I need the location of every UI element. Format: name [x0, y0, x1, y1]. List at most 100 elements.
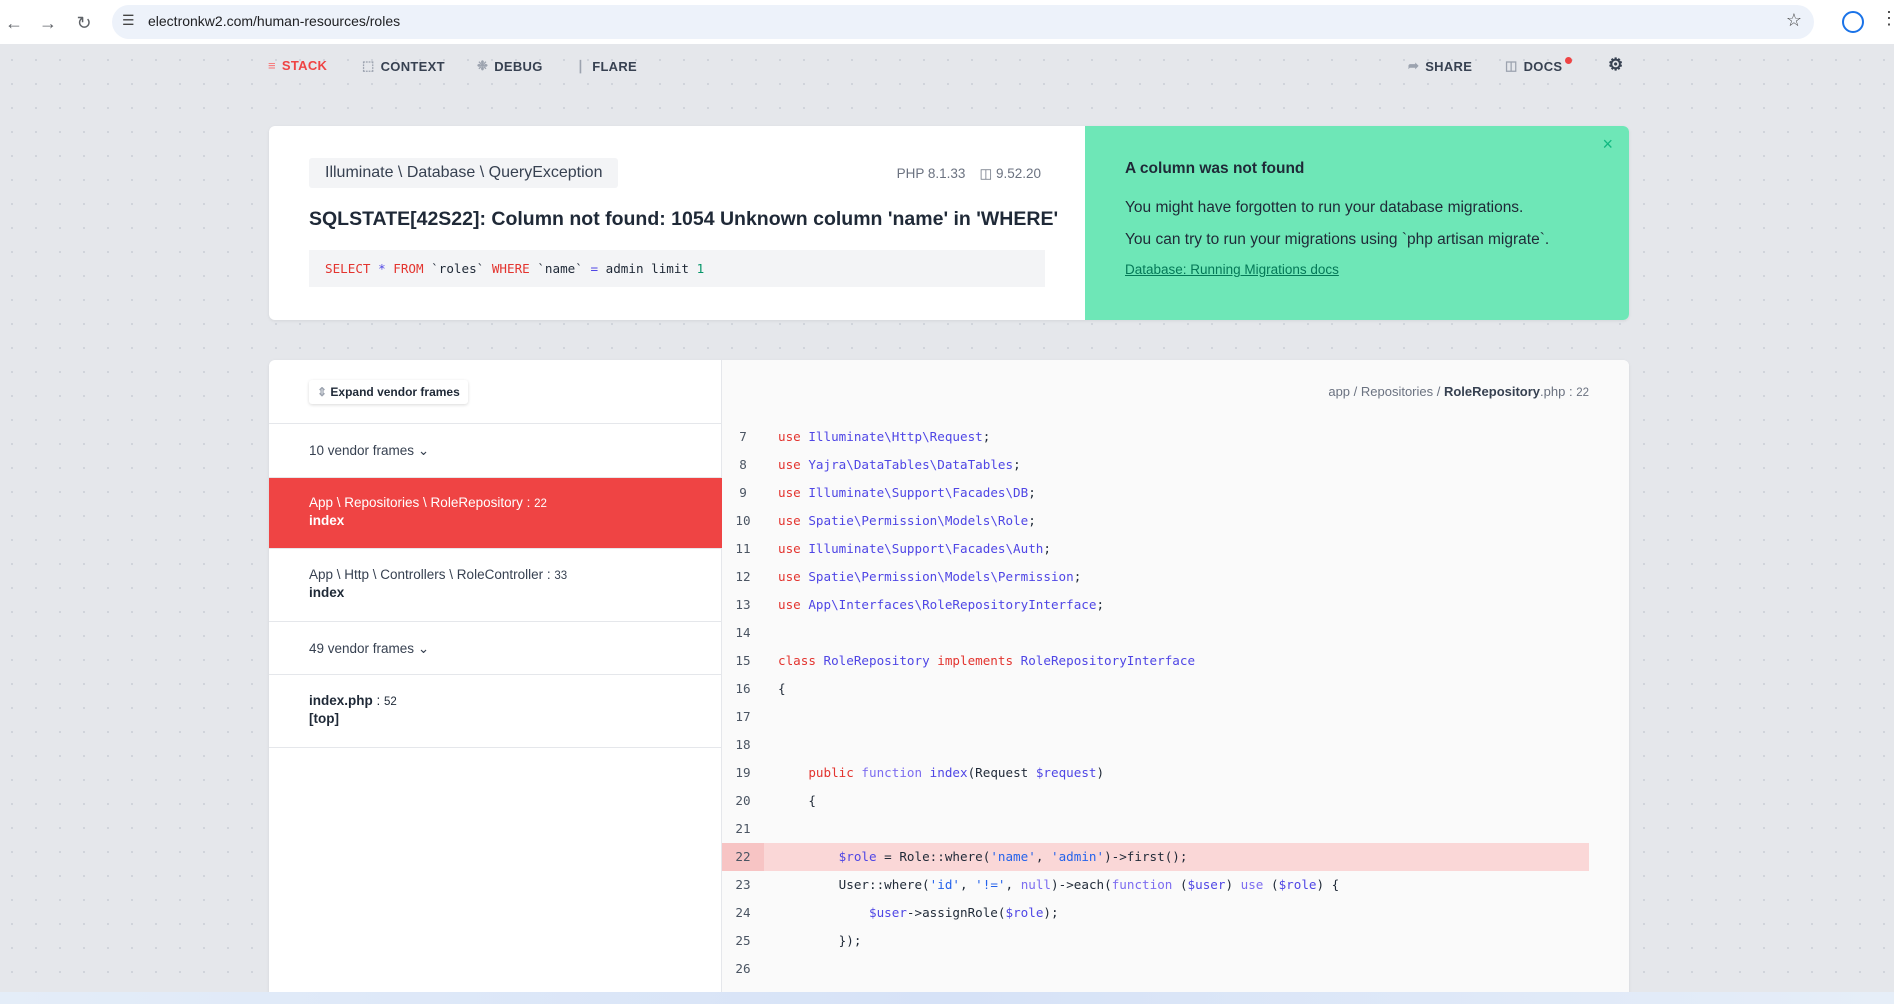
line-number: 16 — [735, 681, 751, 696]
code-line: 21 — [722, 815, 1589, 843]
tab-context[interactable]: ⬚ CONTEXT — [362, 58, 445, 74]
code-token: App\Interfaces\RoleRepositoryInterface — [808, 597, 1097, 612]
code-line: 11 use Illuminate\Support\Facades\Auth; — [722, 535, 1589, 563]
line-number: 11 — [735, 541, 751, 556]
expand-vendor-frames-button[interactable]: ⇕ Expand vendor frames — [309, 380, 468, 404]
tab-stack[interactable]: ≡ STACK — [268, 58, 328, 73]
code-line: 20 { — [722, 787, 1589, 815]
code-token: ; — [1073, 569, 1082, 584]
code-token: , — [1005, 877, 1021, 892]
code-token: use — [1240, 877, 1271, 892]
code-token: function — [1111, 877, 1180, 892]
code-line: 8 use Yajra\DataTables\DataTables; — [722, 451, 1589, 479]
site-settings-icon[interactable]: ☰ — [122, 12, 135, 28]
code-token: use — [778, 597, 809, 612]
solution-title: A column was not found — [1125, 160, 1305, 177]
line-number: 10 — [735, 513, 751, 528]
code-token: $request — [1035, 765, 1097, 780]
code-token: function — [861, 765, 930, 780]
flare-icon: ❘ — [575, 58, 587, 73]
share-button[interactable]: ➦ SHARE — [1408, 58, 1473, 74]
code-line: 18 — [722, 731, 1589, 759]
line-number: 22 — [722, 843, 764, 871]
code-token: null — [1020, 877, 1052, 892]
code-token: ->assignRole( — [906, 905, 1006, 920]
address-bar[interactable]: ☰ electronkw2.com/human-resources/roles … — [112, 5, 1814, 39]
code-token: $role — [1278, 877, 1317, 892]
stack-frame-active[interactable]: App \ Repositories \ RoleRepository : 22… — [269, 478, 722, 549]
code-panel: app / Repositories / RoleRepository.php … — [722, 360, 1629, 1000]
chevron-down-icon: ⌄ — [417, 443, 430, 458]
line-code: use App\Interfaces\RoleRepositoryInterfa… — [778, 591, 1104, 619]
code-token: ; — [1028, 513, 1036, 528]
code-token: }); — [778, 933, 862, 948]
vendor-frames-toggle[interactable]: 10 vendor frames ⌄ — [269, 424, 722, 478]
version-info: PHP 8.1.33 ◫ 9.52.20 — [897, 166, 1041, 182]
notification-dot — [1565, 56, 1573, 64]
line-code: class RoleRepository implements RoleRepo… — [778, 647, 1195, 675]
code-token: ; — [1043, 541, 1051, 556]
code-token: `roles` — [423, 261, 492, 276]
code-line: 10 use Spatie\Permission\Models\Role; — [722, 507, 1589, 535]
code-token: `name` — [529, 261, 591, 276]
code-token: use — [778, 457, 809, 472]
frames-panel: ⇕ Expand vendor frames 10 vendor frames … — [269, 360, 722, 1000]
line-number: 25 — [735, 933, 751, 948]
code-token: Illuminate\Http\Request — [808, 429, 983, 444]
tab-flare[interactable]: ❘ FLARE — [575, 58, 638, 74]
close-icon[interactable]: × — [1602, 134, 1613, 154]
code-token: use — [778, 513, 809, 528]
line-code: use Illuminate\Support\Facades\Auth; — [778, 535, 1051, 563]
code-token: )->first(); — [1104, 849, 1188, 864]
migrations-docs-link[interactable]: Database: Running Migrations docs — [1125, 262, 1339, 277]
code-token: ) — [1096, 765, 1105, 780]
reload-icon[interactable]: ↻ — [76, 13, 92, 33]
code-token: use — [778, 485, 809, 500]
stack-frame[interactable]: index.php : 52 [top] — [269, 675, 722, 748]
stack-frame[interactable]: App \ Http \ Controllers \ RoleControlle… — [269, 549, 722, 622]
tab-debug[interactable]: ❉ DEBUG — [477, 58, 543, 74]
code-line-highlighted: 22 $role = Role::where('name', 'admin')-… — [722, 843, 1589, 871]
file-path[interactable]: app / Repositories / RoleRepository.php … — [1328, 384, 1589, 399]
back-icon[interactable]: ← — [5, 13, 23, 33]
taskbar — [0, 992, 1894, 1004]
bookmark-star-icon[interactable]: ☆ — [1785, 10, 1802, 30]
forward-icon[interactable]: → — [39, 13, 57, 33]
code-token: { — [778, 793, 816, 808]
url-text[interactable]: electronkw2.com/human-resources/roles — [148, 13, 401, 29]
code-token: = Role::where( — [876, 849, 991, 864]
browser-toolbar: ← → ↻ ☰ electronkw2.com/human-resources/… — [0, 0, 1894, 45]
code-line: 23 User::where('id', '!=', null)->each(f… — [722, 871, 1589, 899]
php-version: PHP 8.1.33 — [896, 166, 966, 181]
exception-message: SQLSTATE[42S22]: Column not found: 1054 … — [309, 208, 1059, 230]
docs-button[interactable]: ◫ DOCS — [1505, 56, 1573, 74]
settings-gear-icon[interactable]: ⚙ — [1608, 55, 1624, 74]
code-token: * — [370, 261, 394, 276]
code-token: Spatie\Permission\Models\Role — [808, 513, 1029, 528]
menu-dots-icon[interactable]: ⋮ — [1880, 8, 1894, 28]
line-code: use Spatie\Permission\Models\Role; — [778, 507, 1036, 535]
vendor-frames-toggle[interactable]: 49 vendor frames ⌄ — [269, 622, 722, 675]
bug-icon: ❉ — [477, 58, 489, 73]
code-token: Yajra\DataTables\DataTables — [808, 457, 1014, 472]
solution-panel: × A column was not found You might have … — [1085, 126, 1629, 320]
code-token: Spatie\Permission\Models\Permission — [808, 569, 1074, 584]
profile-icon[interactable] — [1842, 11, 1864, 33]
solution-line: You can try to run your migrations using… — [1125, 231, 1550, 248]
line-number: 18 — [735, 737, 751, 752]
laravel-version: ◫ 9.52.20 — [979, 166, 1041, 181]
laravel-icon: ◫ — [1505, 58, 1518, 73]
code-token: ; — [982, 429, 991, 444]
code-token: User::where( — [778, 877, 930, 892]
line-number: 26 — [735, 961, 751, 976]
line-code: User::where('id', '!=', null)->each(func… — [778, 871, 1340, 899]
line-number: 24 — [735, 905, 751, 920]
code-line: 25 }); — [722, 927, 1589, 955]
code-token: public — [778, 765, 862, 780]
code-token: ; — [1013, 457, 1021, 472]
solution-line: You might have forgotten to run your dat… — [1125, 199, 1524, 216]
code-token: class — [778, 653, 824, 668]
code-token: RoleRepository — [823, 653, 938, 668]
line-code: $role = Role::where('name', 'admin')->fi… — [778, 843, 1188, 871]
stack-icon: ≡ — [268, 58, 276, 73]
